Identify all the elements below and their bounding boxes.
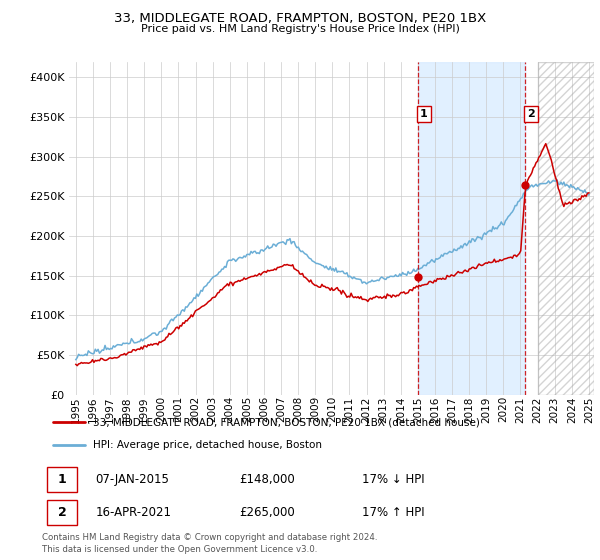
Bar	[47, 500, 77, 525]
Bar	[418, 62, 526, 395]
Text: 2: 2	[527, 109, 535, 119]
Text: 16-APR-2021: 16-APR-2021	[95, 506, 172, 519]
Bar	[418, 62, 526, 395]
Text: 1: 1	[58, 473, 67, 486]
Text: 17% ↑ HPI: 17% ↑ HPI	[362, 506, 425, 519]
Text: 07-JAN-2015: 07-JAN-2015	[95, 473, 169, 486]
Text: 33, MIDDLEGATE ROAD, FRAMPTON, BOSTON, PE20 1BX (detached house): 33, MIDDLEGATE ROAD, FRAMPTON, BOSTON, P…	[93, 417, 479, 427]
Bar	[538, 62, 594, 395]
Text: 33, MIDDLEGATE ROAD, FRAMPTON, BOSTON, PE20 1BX: 33, MIDDLEGATE ROAD, FRAMPTON, BOSTON, P…	[114, 12, 486, 25]
Text: 1: 1	[420, 109, 428, 119]
Text: £148,000: £148,000	[239, 473, 295, 486]
Text: Contains HM Land Registry data © Crown copyright and database right 2024.
This d: Contains HM Land Registry data © Crown c…	[42, 533, 377, 554]
Text: HPI: Average price, detached house, Boston: HPI: Average price, detached house, Bost…	[93, 440, 322, 450]
Text: £265,000: £265,000	[239, 506, 295, 519]
Text: Price paid vs. HM Land Registry's House Price Index (HPI): Price paid vs. HM Land Registry's House …	[140, 24, 460, 34]
Text: 2: 2	[58, 506, 67, 519]
Bar	[538, 62, 594, 395]
Bar	[47, 467, 77, 492]
Text: 17% ↓ HPI: 17% ↓ HPI	[362, 473, 425, 486]
